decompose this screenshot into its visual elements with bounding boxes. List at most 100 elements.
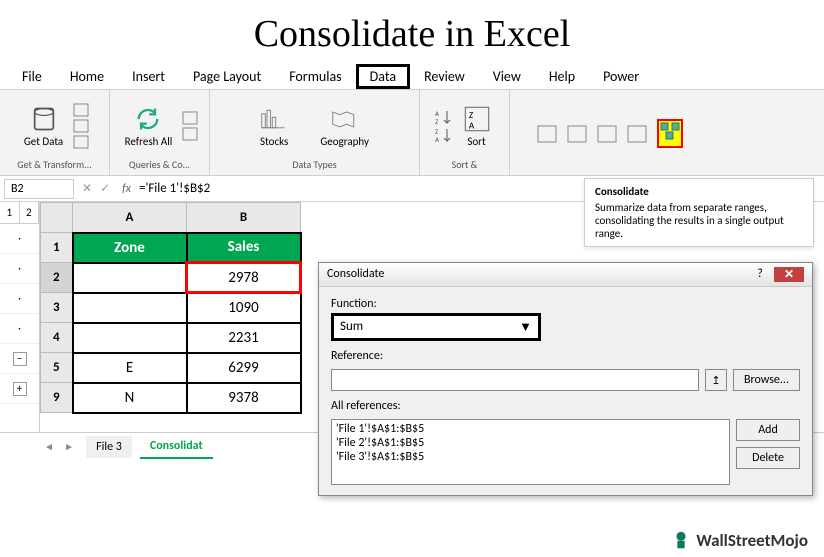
reference-item[interactable]: 'File 1'!$A$1:$B$5 [336,422,725,436]
col-head-B[interactable]: B [187,203,301,233]
group-queries: Refresh All Queries & Co... [110,90,210,175]
logo-icon [670,529,692,551]
remove-dup-icon[interactable] [597,125,617,143]
cell-zone-2[interactable] [73,263,187,293]
name-box[interactable] [4,179,74,199]
outline-dot-0: · [18,232,21,245]
help-icon[interactable]: ? [748,267,772,282]
chevron-down-icon: ▼ [519,319,532,335]
cancel-icon[interactable]: ✕ [82,181,92,196]
cell-zone-3[interactable] [73,293,187,323]
sheet-tab-consolidate[interactable]: Consolidat [140,435,213,459]
formula-value[interactable]: ='File 1'!$B$2 [139,181,210,196]
sheet-tab-file3[interactable]: File 3 [86,436,132,458]
outline-level-1[interactable]: 1 [0,202,20,223]
cell-sales-3[interactable]: 1090 [187,293,301,323]
reference-item[interactable]: 'File 2'!$A$1:$B$5 [336,436,725,450]
outline-level-2[interactable]: 2 [20,202,40,223]
cell-sales-5[interactable]: 6299 [187,353,301,383]
outline-dot-3: · [18,322,21,335]
group-sort: AZ ZA ZA Sort Sort & [420,90,510,175]
geography-button[interactable]: Geography [316,103,373,150]
references-list[interactable]: 'File 1'!$A$1:$B$5'File 2'!$A$1:$B$5'Fil… [331,419,730,485]
outline-toggle-4[interactable]: − [13,352,27,366]
range-picker-icon[interactable]: ↥ [705,369,727,391]
tab-review[interactable]: Review [410,64,479,89]
tooltip-title: Consolidate [595,185,803,198]
outline-dot-1: · [18,262,21,275]
confirm-icon[interactable]: ✓ [100,181,110,196]
browse-button[interactable]: Browse... [733,369,800,391]
group-label-transform: Get & Transform... [17,158,91,171]
svg-text:Z: Z [435,117,439,125]
get-data-button[interactable]: Get Data [20,103,67,150]
add-button[interactable]: Add [736,419,800,441]
group-label-sort: Sort & [452,158,478,171]
ribbon: Get Data Get & Transform... Refresh All … [0,90,824,176]
row-head-9[interactable]: 9 [41,383,73,413]
consolidate-button[interactable] [657,119,683,148]
allrefs-label: All references: [331,399,800,413]
close-icon[interactable]: ✕ [774,267,804,282]
cell-sales-1[interactable]: Sales [187,233,301,263]
tab-page-layout[interactable]: Page Layout [179,64,275,89]
cell-zone-5[interactable]: E [73,353,187,383]
outline-dot-2: · [18,292,21,305]
queries-small-icons[interactable] [182,111,198,141]
reference-label: Reference: [331,349,800,363]
cell-zone-4[interactable] [73,323,187,353]
wallstreetmojo-logo: WallStreetMojo [670,529,808,551]
dialog-titlebar[interactable]: Consolidate ? ✕ [319,263,812,287]
cell-zone-9[interactable]: N [73,383,187,413]
row-head-2[interactable]: 2 [41,263,73,293]
tab-home[interactable]: Home [56,64,118,89]
tooltip-body: Summarize data from separate ranges, con… [595,201,803,240]
refresh-all-button[interactable]: Refresh All [121,103,177,150]
sort-button[interactable]: ZA Sort [459,103,495,150]
tab-formulas[interactable]: Formulas [275,64,355,89]
tab-insert[interactable]: Insert [118,64,179,89]
row-head-1[interactable]: 1 [41,233,73,263]
sheet-nav-icons[interactable]: ◄ ► [44,440,78,453]
tab-help[interactable]: Help [535,64,589,89]
ribbon-tabs: File Home Insert Page Layout Formulas Da… [0,64,824,90]
outline-column: 1 2 · · · · − + [0,202,40,432]
tab-power[interactable]: Power [589,64,653,89]
cell-sales-2[interactable]: 2978 [187,263,301,293]
stocks-button[interactable]: Stocks [256,103,292,150]
fx-icon[interactable]: fx [122,182,131,196]
cell-sales-4[interactable]: 2231 [187,323,301,353]
col-head-A[interactable]: A [73,203,187,233]
tab-file[interactable]: File [8,64,56,89]
geography-label: Geography [320,135,369,148]
reference-input[interactable] [331,369,699,391]
consolidate-icon [660,122,680,140]
cell-sales-9[interactable]: 9378 [187,383,301,413]
function-select[interactable]: Sum ▼ [331,313,541,341]
text-to-columns-icon[interactable] [537,125,557,143]
sort-label: Sort [467,135,485,148]
group-datatypes: Stocks Geography Data Types [210,90,420,175]
svg-text:A: A [435,135,440,143]
row-head-4[interactable]: 4 [41,323,73,353]
sort-az-buttons[interactable]: AZ ZA [435,109,453,143]
row-head-5[interactable]: 5 [41,353,73,383]
tab-data[interactable]: Data [356,64,410,89]
cell-zone-1[interactable]: Zone [73,233,187,263]
reference-item[interactable]: 'File 3'!$A$1:$B$5 [336,450,725,464]
svg-text:A: A [468,119,474,131]
transform-small-icons[interactable] [73,103,89,149]
group-get-transform: Get Data Get & Transform... [0,90,110,175]
function-label: Function: [331,297,800,311]
group-label-queries: Queries & Co... [129,158,190,171]
row-head-3[interactable]: 3 [41,293,73,323]
flash-fill-icon[interactable] [567,125,587,143]
grid: AB 1 Zone Sales 2 2978 3 1090 4 2231 5 E 6299… [40,202,302,432]
group-label-datatypes: Data Types [292,158,336,171]
outline-toggle-5[interactable]: + [13,382,27,396]
page-title: Consolidate in Excel [0,0,824,64]
function-value: Sum [340,319,363,335]
tab-view[interactable]: View [479,64,535,89]
delete-button[interactable]: Delete [736,447,800,469]
validation-icon[interactable] [627,125,647,143]
